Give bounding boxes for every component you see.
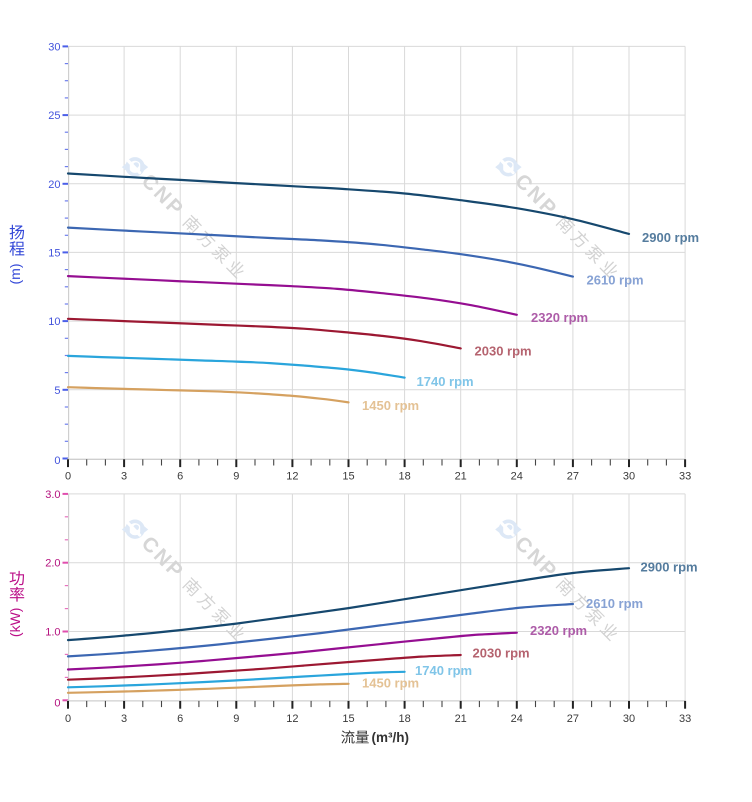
svg-text:0: 0 bbox=[54, 455, 60, 467]
svg-text:25: 25 bbox=[48, 110, 60, 122]
svg-text:0: 0 bbox=[65, 471, 71, 483]
svg-text:2030 rpm: 2030 rpm bbox=[473, 646, 530, 661]
svg-text:2320 rpm: 2320 rpm bbox=[530, 623, 587, 638]
svg-text:3: 3 bbox=[121, 471, 127, 483]
svg-text:3.0: 3.0 bbox=[45, 489, 60, 501]
svg-text:0: 0 bbox=[54, 697, 60, 709]
svg-text:15: 15 bbox=[342, 471, 354, 483]
svg-text:15: 15 bbox=[342, 713, 354, 725]
svg-text:20: 20 bbox=[48, 179, 60, 191]
svg-text:2900 rpm: 2900 rpm bbox=[642, 230, 699, 245]
svg-text:(m): (m) bbox=[7, 264, 23, 285]
svg-text:5: 5 bbox=[54, 385, 60, 397]
svg-text:21: 21 bbox=[455, 713, 467, 725]
svg-text:12: 12 bbox=[286, 713, 298, 725]
svg-text:0: 0 bbox=[65, 713, 71, 725]
svg-text:18: 18 bbox=[398, 471, 410, 483]
svg-text:1.0: 1.0 bbox=[45, 627, 60, 639]
svg-text:21: 21 bbox=[455, 471, 467, 483]
svg-text:1740 rpm: 1740 rpm bbox=[415, 663, 472, 678]
svg-text:6: 6 bbox=[177, 471, 183, 483]
svg-text:1450 rpm: 1450 rpm bbox=[362, 398, 419, 413]
svg-text:9: 9 bbox=[233, 471, 239, 483]
svg-text:33: 33 bbox=[679, 471, 691, 483]
svg-text:12: 12 bbox=[286, 471, 298, 483]
svg-text:3: 3 bbox=[121, 713, 127, 725]
svg-text:30: 30 bbox=[623, 471, 635, 483]
svg-text:2030 rpm: 2030 rpm bbox=[475, 344, 532, 359]
svg-text:30: 30 bbox=[48, 41, 60, 53]
svg-text:18: 18 bbox=[398, 713, 410, 725]
svg-text:2610 rpm: 2610 rpm bbox=[586, 596, 643, 611]
svg-text:2320 rpm: 2320 rpm bbox=[531, 310, 588, 325]
svg-text:2.0: 2.0 bbox=[45, 558, 60, 570]
svg-text:(kW): (kW) bbox=[7, 608, 23, 638]
svg-text:33: 33 bbox=[679, 713, 691, 725]
svg-text:1740 rpm: 1740 rpm bbox=[417, 374, 474, 389]
svg-text:2900 rpm: 2900 rpm bbox=[641, 560, 698, 575]
svg-text:1450 rpm: 1450 rpm bbox=[362, 676, 419, 691]
svg-text:2610 rpm: 2610 rpm bbox=[587, 273, 644, 288]
svg-text:6: 6 bbox=[177, 713, 183, 725]
svg-text:24: 24 bbox=[511, 471, 523, 483]
svg-text:27: 27 bbox=[567, 713, 579, 725]
svg-text:10: 10 bbox=[48, 316, 60, 328]
svg-text:9: 9 bbox=[233, 713, 239, 725]
svg-text:15: 15 bbox=[48, 247, 60, 259]
svg-text:(m³/h): (m³/h) bbox=[372, 730, 410, 745]
svg-text:30: 30 bbox=[623, 713, 635, 725]
svg-text:27: 27 bbox=[567, 471, 579, 483]
svg-text:24: 24 bbox=[511, 713, 523, 725]
